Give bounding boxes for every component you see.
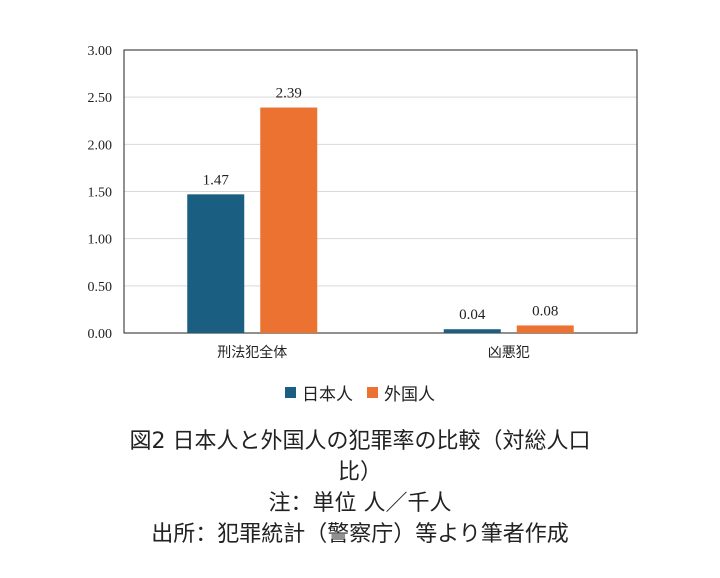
bar — [187, 194, 245, 333]
bar-chart: 0.00 0.50 1.00 1.50 2.00 2.50 3.00 1.47 2.39 刑法犯全… — [88, 44, 638, 361]
x-tick-label: 凶悪犯 — [488, 345, 530, 361]
y-tick-label: 0.00 — [88, 327, 113, 342]
legend-swatch-series1 — [285, 387, 296, 398]
caption-title-line2: 比） — [337, 460, 382, 485]
data-label: 0.04 — [459, 307, 486, 323]
plot-frame — [123, 49, 638, 334]
legend: 日本人 外国人 — [0, 380, 720, 405]
caption-note: 注：単位 人／千人 — [268, 491, 452, 516]
bar — [260, 107, 318, 333]
legend-label-series2: 外国人 — [384, 385, 435, 405]
caption-source: 出所：犯罪統計（警察庁）等より筆者作成 — [151, 522, 569, 547]
data-label: 2.39 — [276, 86, 302, 102]
figure-caption: 図2 日本人と外国人の犯罪率の比較（対総人口 比） 注：単位 人／千人 出所：犯… — [40, 426, 680, 550]
x-tick-label: 刑法犯全体 — [217, 344, 287, 361]
y-tick-label: 1.00 — [88, 233, 113, 248]
y-tick-label: 2.00 — [88, 138, 113, 153]
bar — [516, 325, 574, 333]
legend-label-series1: 日本人 — [302, 385, 353, 405]
legend-item-series1: 日本人 — [285, 380, 353, 405]
legend-swatch-series2 — [367, 387, 378, 398]
data-label: 0.08 — [532, 303, 558, 319]
y-tick-label: 2.50 — [88, 91, 113, 106]
y-tick-label: 3.00 — [88, 44, 113, 59]
legend-item-series2: 外国人 — [367, 380, 435, 405]
y-tick-label: 0.50 — [88, 280, 113, 295]
data-label: 1.47 — [203, 172, 230, 188]
caption-title-line1: 図2 日本人と外国人の犯罪率の比較（対総人口 — [129, 429, 591, 454]
bar — [443, 329, 501, 333]
y-tick-label: 1.50 — [88, 186, 113, 201]
